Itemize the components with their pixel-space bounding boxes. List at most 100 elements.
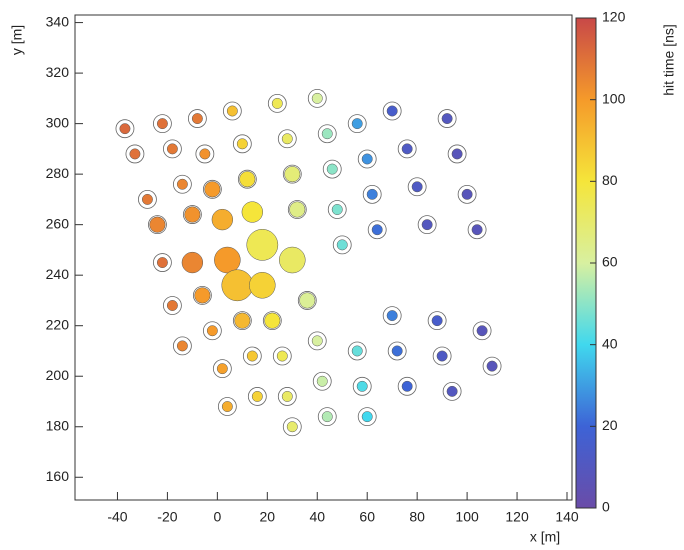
hit xyxy=(181,251,204,274)
x-tick-label: -40 xyxy=(107,509,127,525)
station xyxy=(357,407,377,427)
station xyxy=(312,371,332,391)
hit xyxy=(401,143,413,155)
station xyxy=(138,190,157,209)
colorbar-tick-label: 0 xyxy=(602,499,610,515)
station xyxy=(317,407,337,427)
hit xyxy=(386,310,398,322)
station xyxy=(282,417,302,437)
station xyxy=(307,88,327,108)
hit xyxy=(246,350,258,362)
hit xyxy=(194,287,211,304)
x-tick-label: 20 xyxy=(260,509,276,525)
hit xyxy=(471,224,483,236)
y-axis-label: y [m] xyxy=(9,25,25,55)
hit xyxy=(176,178,188,190)
hit xyxy=(486,360,498,372)
y-tick-label: 160 xyxy=(46,468,70,484)
station xyxy=(172,336,192,356)
hit xyxy=(206,325,218,337)
colorbar-tick-label: 120 xyxy=(602,9,626,25)
station xyxy=(202,321,222,341)
hit xyxy=(264,312,281,329)
hit xyxy=(279,246,306,274)
station xyxy=(307,331,327,351)
x-axis-label: x [m] xyxy=(530,529,560,545)
station xyxy=(357,149,377,169)
plot-frame xyxy=(74,14,573,501)
hit xyxy=(246,229,279,261)
hit xyxy=(221,401,233,412)
hit xyxy=(204,181,221,198)
station xyxy=(163,139,182,159)
station xyxy=(282,164,302,184)
y-tick-label: 180 xyxy=(46,417,70,433)
station xyxy=(163,296,182,315)
hit xyxy=(311,92,323,104)
hit xyxy=(411,181,423,193)
hit xyxy=(156,257,168,269)
hit xyxy=(176,340,188,352)
station xyxy=(148,215,167,235)
station xyxy=(287,200,307,219)
station xyxy=(192,285,212,305)
hit xyxy=(421,219,433,231)
station xyxy=(272,346,292,366)
station xyxy=(202,179,222,199)
hit xyxy=(271,97,283,109)
hit xyxy=(281,133,293,145)
hit xyxy=(281,390,293,402)
y-tick-label: 320 xyxy=(46,64,70,80)
station xyxy=(322,159,342,179)
hit xyxy=(226,105,238,117)
x-tick-label: 120 xyxy=(505,509,529,525)
x-tick-label: -20 xyxy=(157,509,177,525)
station xyxy=(397,376,417,396)
hit xyxy=(441,113,453,125)
hit xyxy=(361,153,373,165)
hit xyxy=(241,201,263,223)
station xyxy=(347,114,367,134)
station xyxy=(327,200,347,219)
hit xyxy=(211,208,234,231)
station xyxy=(277,387,297,406)
station xyxy=(262,311,282,331)
station xyxy=(242,346,262,366)
station xyxy=(397,139,417,159)
hit xyxy=(141,193,153,205)
station xyxy=(417,215,437,235)
station xyxy=(153,253,172,272)
y-tick-label: 260 xyxy=(46,215,70,231)
station xyxy=(182,205,202,224)
x-tick-label: 140 xyxy=(555,509,579,525)
station xyxy=(115,119,135,139)
hit xyxy=(191,113,203,125)
station xyxy=(332,235,352,255)
station xyxy=(217,397,237,416)
station xyxy=(317,124,337,144)
hit xyxy=(129,148,141,160)
hit xyxy=(391,345,403,357)
colorbar-tick-label: 100 xyxy=(602,90,626,106)
hit xyxy=(149,216,166,233)
hit xyxy=(166,300,178,311)
hit xyxy=(461,188,473,200)
x-tick-label: 100 xyxy=(455,509,479,525)
hit xyxy=(214,246,241,274)
hit xyxy=(156,118,168,130)
y-tick-label: 280 xyxy=(46,165,70,181)
x-tick-label: 60 xyxy=(359,509,375,525)
station xyxy=(437,109,457,128)
y-tick-label: 200 xyxy=(46,367,70,383)
station xyxy=(407,177,427,197)
hit xyxy=(351,345,363,357)
station xyxy=(427,311,447,331)
station xyxy=(232,134,252,154)
hit xyxy=(239,171,256,188)
station xyxy=(237,169,257,189)
y-tick-label: 300 xyxy=(46,114,70,130)
station xyxy=(432,346,452,366)
hit xyxy=(316,375,328,387)
hit xyxy=(331,204,343,215)
